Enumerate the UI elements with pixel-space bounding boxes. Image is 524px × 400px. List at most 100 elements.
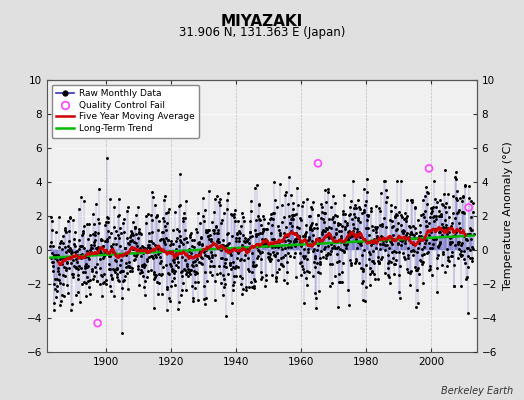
Point — [253, 244, 261, 250]
Point — [179, 240, 188, 247]
Point — [228, 212, 236, 218]
Point — [270, 252, 278, 258]
Point — [73, 258, 81, 265]
Point — [386, 238, 394, 244]
Point — [313, 246, 321, 253]
Point — [430, 178, 438, 184]
Point — [190, 284, 199, 291]
Point — [411, 264, 420, 270]
Point — [438, 231, 446, 238]
Point — [449, 233, 457, 240]
Point — [435, 240, 444, 246]
Point — [172, 250, 181, 256]
Point — [167, 238, 176, 244]
Point — [305, 213, 313, 220]
Point — [211, 296, 220, 303]
Point — [256, 230, 264, 236]
Point — [241, 218, 249, 224]
Point — [202, 226, 211, 233]
Point — [396, 295, 405, 301]
Point — [190, 244, 198, 250]
Point — [53, 282, 62, 289]
Point — [404, 254, 412, 261]
Point — [101, 219, 110, 225]
Point — [253, 230, 261, 237]
Point — [397, 212, 406, 219]
Point — [368, 223, 376, 229]
Point — [427, 229, 435, 235]
Point — [467, 236, 476, 242]
Point — [261, 238, 269, 244]
Point — [70, 241, 78, 247]
Point — [215, 196, 224, 202]
Point — [227, 210, 236, 217]
Point — [324, 189, 332, 196]
Point — [100, 250, 108, 257]
Point — [231, 265, 239, 272]
Point — [149, 240, 157, 246]
Point — [389, 222, 397, 229]
Point — [147, 212, 156, 218]
Point — [434, 213, 443, 220]
Point — [162, 235, 170, 242]
Point — [321, 199, 330, 206]
Point — [348, 216, 356, 222]
Point — [227, 300, 236, 307]
Point — [331, 200, 340, 206]
Point — [336, 239, 345, 245]
Point — [185, 267, 194, 273]
Point — [338, 247, 346, 253]
Point — [192, 256, 201, 262]
Point — [299, 253, 307, 259]
Point — [314, 239, 323, 245]
Point — [458, 252, 467, 258]
Point — [329, 193, 337, 200]
Point — [118, 268, 126, 274]
Point — [181, 267, 189, 274]
Point — [399, 250, 408, 256]
Point — [155, 280, 163, 286]
Point — [78, 232, 86, 238]
Point — [344, 286, 352, 293]
Point — [332, 231, 340, 238]
Point — [162, 220, 171, 226]
Point — [121, 245, 129, 251]
Point — [370, 275, 379, 282]
Point — [48, 218, 56, 224]
Point — [220, 276, 228, 282]
Point — [131, 224, 139, 230]
Point — [379, 237, 387, 243]
Point — [380, 270, 389, 276]
Point — [419, 211, 428, 217]
Point — [287, 244, 296, 250]
Point — [256, 250, 264, 256]
Point — [130, 256, 139, 262]
Point — [390, 261, 399, 268]
Point — [291, 230, 300, 236]
Point — [367, 205, 375, 212]
Point — [76, 299, 84, 305]
Point — [199, 246, 208, 252]
Point — [361, 237, 369, 243]
Point — [140, 248, 148, 254]
Point — [161, 223, 169, 230]
Point — [440, 225, 448, 232]
Point — [360, 247, 368, 253]
Point — [97, 250, 105, 256]
Point — [194, 241, 203, 247]
Point — [115, 278, 124, 284]
Point — [51, 276, 60, 282]
Point — [401, 210, 410, 216]
Point — [94, 246, 102, 252]
Point — [49, 262, 57, 269]
Point — [266, 258, 274, 264]
Point — [240, 244, 248, 250]
Point — [453, 209, 462, 215]
Point — [394, 240, 402, 246]
Point — [217, 246, 225, 253]
Point — [415, 240, 423, 246]
Point — [363, 212, 372, 218]
Point — [141, 262, 149, 268]
Point — [122, 252, 130, 258]
Point — [132, 231, 140, 238]
